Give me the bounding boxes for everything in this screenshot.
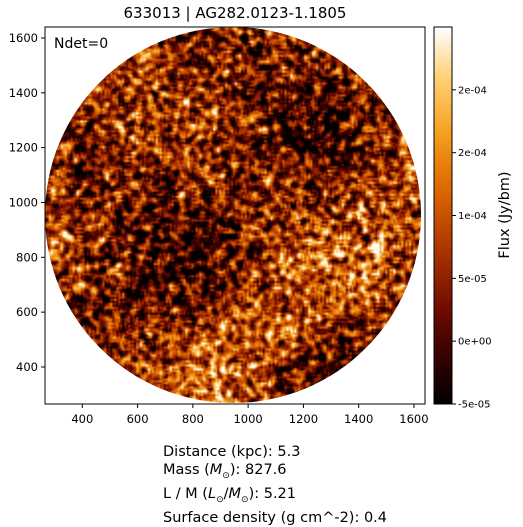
y-axis: 400 600 800 1000 1200 1400 1600 bbox=[9, 31, 45, 374]
flux-map-image bbox=[45, 27, 421, 403]
x-tick-label: 1000 bbox=[233, 412, 262, 426]
colorbar-tick-label: 1e-04 bbox=[458, 211, 487, 222]
plot-frame bbox=[44, 26, 426, 405]
colorbar-tick-label: -5e-05 bbox=[458, 400, 490, 411]
y-tick-label: 400 bbox=[16, 360, 38, 374]
surface-density-line: Surface density (g cm^-2): 0.4 bbox=[163, 509, 388, 526]
colorbar-tick-label: 5e-05 bbox=[458, 274, 487, 285]
x-tick-label: 1200 bbox=[289, 412, 318, 426]
ndet-annotation: Ndet=0 bbox=[54, 36, 108, 52]
surface-density-value: 0.4 bbox=[363, 509, 388, 526]
mass-line: Mass (M⊙): 827.6 bbox=[163, 462, 287, 481]
colorbar-label: Flux (Jy/bm) bbox=[497, 171, 513, 258]
info-panel: Distance (kpc): 5.3 Mass (M⊙): 827.6 L /… bbox=[163, 443, 387, 527]
y-tick-label: 600 bbox=[16, 305, 38, 319]
x-tick-label: 1400 bbox=[344, 412, 373, 426]
y-tick-label: 800 bbox=[16, 250, 38, 264]
y-tick-label: 1400 bbox=[9, 86, 38, 100]
x-tick-label: 800 bbox=[182, 412, 204, 426]
x-tick-label: 400 bbox=[71, 412, 93, 426]
x-tick-label: 600 bbox=[127, 412, 149, 426]
y-tick-label: 1000 bbox=[9, 195, 38, 209]
y-tick-label: 1600 bbox=[9, 31, 38, 45]
x-tick-label: 1600 bbox=[399, 412, 428, 426]
distance-value: 5.3 bbox=[277, 444, 301, 460]
colorbar-tick-label: 0e+00 bbox=[458, 337, 492, 348]
lm-line: L / M (L⊙/M⊙): 5.21 bbox=[163, 485, 297, 505]
colorbar-tick-label: 2e-04 bbox=[458, 85, 487, 96]
lm-value: 5.21 bbox=[263, 485, 297, 502]
x-axis: 400 600 800 1000 1200 1400 1600 bbox=[71, 404, 429, 426]
colorbar-ticks: 2e-04 2e-04 1e-04 5e-05 0e+00 -5e-05 bbox=[452, 85, 492, 411]
mass-value: 827.6 bbox=[245, 462, 287, 478]
figure-title: 633013 | AG282.0123-1.1805 bbox=[123, 4, 347, 22]
y-tick-label: 1200 bbox=[9, 141, 38, 155]
colorbar bbox=[433, 26, 453, 405]
colorbar-tick-label: 2e-04 bbox=[458, 148, 487, 159]
distance-line: Distance (kpc): 5.3 bbox=[163, 444, 301, 460]
